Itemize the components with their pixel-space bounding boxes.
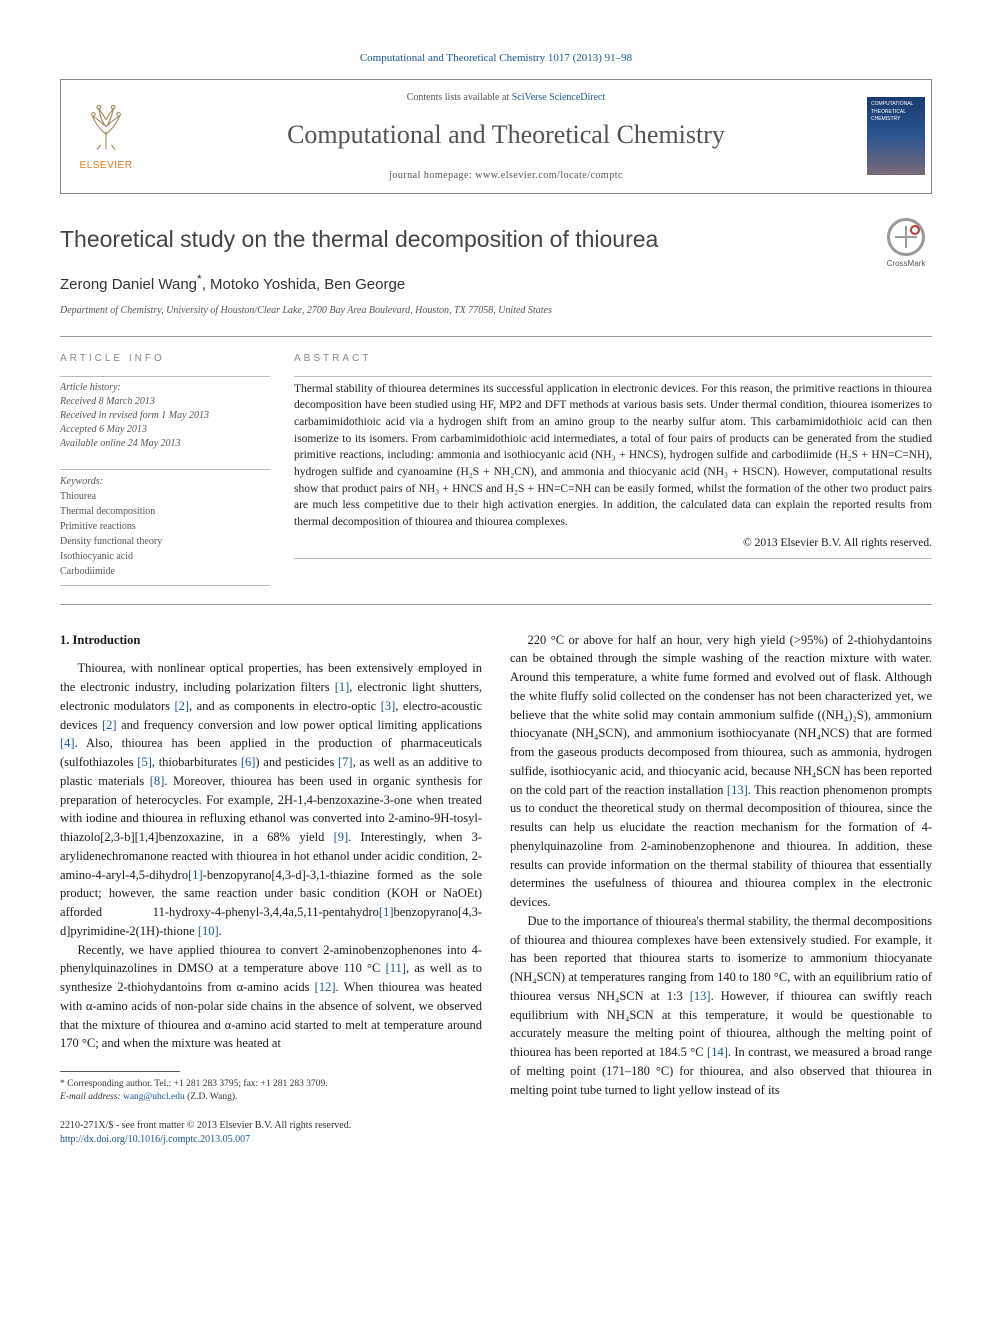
- paragraph: Thiourea, with nonlinear optical propert…: [60, 659, 482, 940]
- authors-rest: , Motoko Yoshida, Ben George: [202, 276, 405, 293]
- abstract-column: ABSTRACT Thermal stability of thiourea d…: [294, 351, 932, 590]
- keywords-label: Keywords:: [60, 474, 270, 489]
- cover-title-text: COMPUTATIONAL THEORETICAL CHEMISTRY: [871, 101, 921, 124]
- elsevier-logo[interactable]: ELSEVIER: [61, 80, 151, 193]
- body-columns: 1. Introduction Thiourea, with nonlinear…: [60, 631, 932, 1105]
- divider: [60, 604, 932, 605]
- email-link[interactable]: wang@uhcl.edu: [123, 1092, 185, 1102]
- homepage-line: journal homepage: www.elsevier.com/locat…: [159, 168, 853, 183]
- email-label: E-mail address:: [60, 1092, 123, 1102]
- keyword: Carbodiimide: [60, 564, 270, 579]
- paragraph: Due to the importance of thiourea's ther…: [510, 912, 932, 1100]
- section-heading-intro: 1. Introduction: [60, 631, 482, 650]
- contents-line: Contents lists available at SciVerse Sci…: [159, 90, 853, 105]
- crossmark-icon: [887, 218, 925, 256]
- divider: [60, 585, 270, 586]
- sciencedirect-link[interactable]: SciVerse ScienceDirect: [512, 92, 606, 103]
- divider: [60, 376, 270, 377]
- journal-ref-link[interactable]: Computational and Theoretical Chemistry …: [360, 52, 632, 64]
- homepage-url[interactable]: www.elsevier.com/locate/comptc: [475, 170, 623, 181]
- doi-link[interactable]: http://dx.doi.org/10.1016/j.comptc.2013.…: [60, 1134, 250, 1145]
- divider: [60, 469, 270, 470]
- keyword: Density functional theory: [60, 534, 270, 549]
- keyword: Primitive reactions: [60, 519, 270, 534]
- journal-cover-thumbnail[interactable]: COMPUTATIONAL THEORETICAL CHEMISTRY: [861, 80, 931, 193]
- journal-reference: Computational and Theoretical Chemistry …: [60, 50, 932, 67]
- keyword: Thermal decomposition: [60, 504, 270, 519]
- front-matter-line: 2210-271X/$ - see front matter © 2013 El…: [60, 1119, 932, 1133]
- affiliation: Department of Chemistry, University of H…: [60, 303, 932, 318]
- divider: [294, 558, 932, 559]
- authors: Zerong Daniel Wang*, Motoko Yoshida, Ben…: [60, 270, 932, 297]
- header-center: Contents lists available at SciVerse Sci…: [151, 80, 861, 193]
- elsevier-tree-icon: [79, 100, 133, 154]
- crossmark-label: CrossMark: [880, 258, 932, 270]
- article-title: Theoretical study on the thermal decompo…: [60, 222, 932, 257]
- elsevier-label: ELSEVIER: [80, 158, 133, 173]
- paragraph: Recently, we have applied thiourea to co…: [60, 941, 482, 1054]
- history-online: Available online 24 May 2013: [60, 437, 270, 451]
- crossmark-badge[interactable]: CrossMark: [880, 218, 932, 270]
- footnote-text: Corresponding author. Tel.: +1 281 283 3…: [65, 1079, 328, 1089]
- history-revised: Received in revised form 1 May 2013: [60, 409, 270, 423]
- article-info-column: ARTICLE INFO Article history: Received 8…: [60, 351, 270, 590]
- journal-name: Computational and Theoretical Chemistry: [159, 115, 853, 154]
- abstract-heading: ABSTRACT: [294, 351, 932, 366]
- contents-prefix: Contents lists available at: [407, 92, 512, 103]
- keywords-block: Keywords: Thiourea Thermal decomposition…: [60, 474, 270, 579]
- author-1[interactable]: Zerong Daniel Wang: [60, 276, 197, 293]
- keyword: Thiourea: [60, 489, 270, 504]
- header-box: ELSEVIER Contents lists available at Sci…: [60, 79, 932, 194]
- paragraph: 220 °C or above for half an hour, very h…: [510, 631, 932, 912]
- history-accepted: Accepted 6 May 2013: [60, 423, 270, 437]
- homepage-prefix: journal homepage:: [389, 170, 475, 181]
- article-history: Article history: Received 8 March 2013 R…: [60, 381, 270, 451]
- article-info-heading: ARTICLE INFO: [60, 351, 270, 366]
- history-label: Article history:: [60, 381, 270, 395]
- keyword: Isothiocyanic acid: [60, 549, 270, 564]
- copyright: © 2013 Elsevier B.V. All rights reserved…: [294, 535, 932, 552]
- abstract-text: Thermal stability of thiourea determines…: [294, 381, 932, 531]
- cover-image: COMPUTATIONAL THEORETICAL CHEMISTRY: [867, 97, 925, 175]
- history-received: Received 8 March 2013: [60, 395, 270, 409]
- page: Computational and Theoretical Chemistry …: [0, 0, 992, 1187]
- info-abstract-row: ARTICLE INFO Article history: Received 8…: [60, 337, 932, 604]
- email-tail: (Z.D. Wang).: [185, 1092, 238, 1102]
- divider: [294, 376, 932, 377]
- bottom-bar: 2210-271X/$ - see front matter © 2013 El…: [60, 1119, 932, 1147]
- corresponding-footnote: * Corresponding author. Tel.: +1 281 283…: [60, 1078, 482, 1105]
- footnote-separator: [60, 1071, 180, 1072]
